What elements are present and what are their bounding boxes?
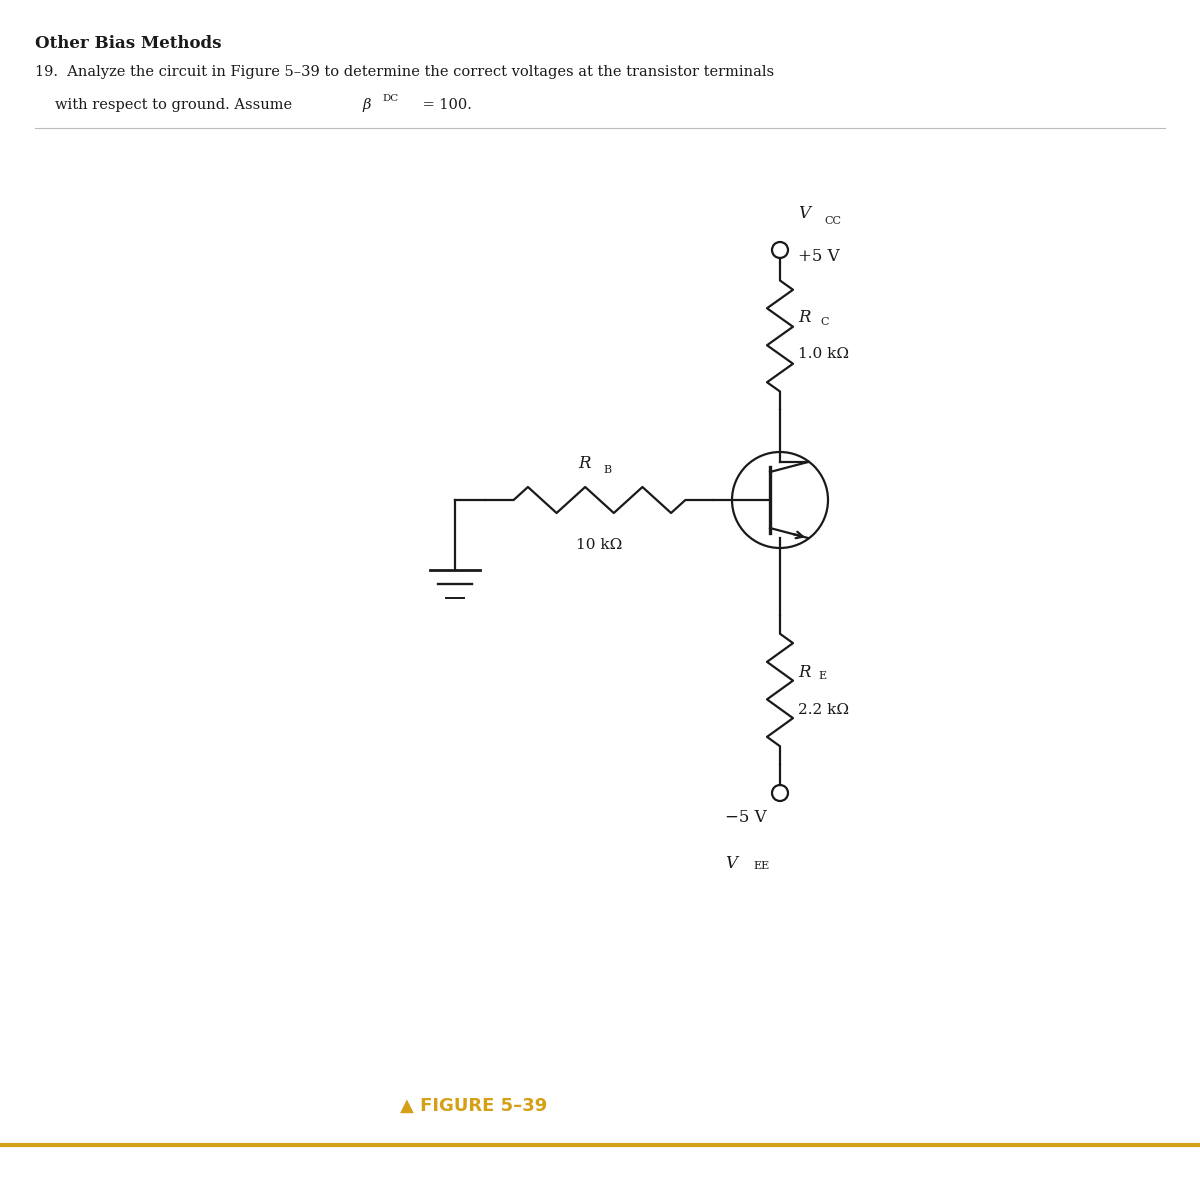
Text: 19.  Analyze the circuit in Figure 5–39 to determine the correct voltages at the: 19. Analyze the circuit in Figure 5–39 t… <box>35 65 774 79</box>
Text: +5 V: +5 V <box>798 248 840 265</box>
Text: EE: EE <box>754 862 769 871</box>
Text: β: β <box>362 98 371 112</box>
Text: R: R <box>798 310 810 326</box>
Text: −5 V: −5 V <box>725 809 767 826</box>
Text: B: B <box>604 464 612 475</box>
Text: R: R <box>798 664 810 680</box>
Text: R: R <box>578 455 590 472</box>
Text: ▲ FIGURE 5–39: ▲ FIGURE 5–39 <box>400 1097 547 1115</box>
Text: V: V <box>725 854 737 872</box>
Text: with respect to ground. Assume: with respect to ground. Assume <box>55 98 296 112</box>
Text: E: E <box>818 671 826 682</box>
Text: = 100.: = 100. <box>418 98 472 112</box>
Text: C: C <box>820 317 828 326</box>
Text: 10 kΩ: 10 kΩ <box>576 538 623 552</box>
Text: CC: CC <box>824 216 841 226</box>
Text: V: V <box>798 205 810 222</box>
Text: 1.0 kΩ: 1.0 kΩ <box>798 347 850 361</box>
Text: DC: DC <box>382 94 398 103</box>
Text: 2.2 kΩ: 2.2 kΩ <box>798 703 850 718</box>
Text: Other Bias Methods: Other Bias Methods <box>35 35 222 52</box>
